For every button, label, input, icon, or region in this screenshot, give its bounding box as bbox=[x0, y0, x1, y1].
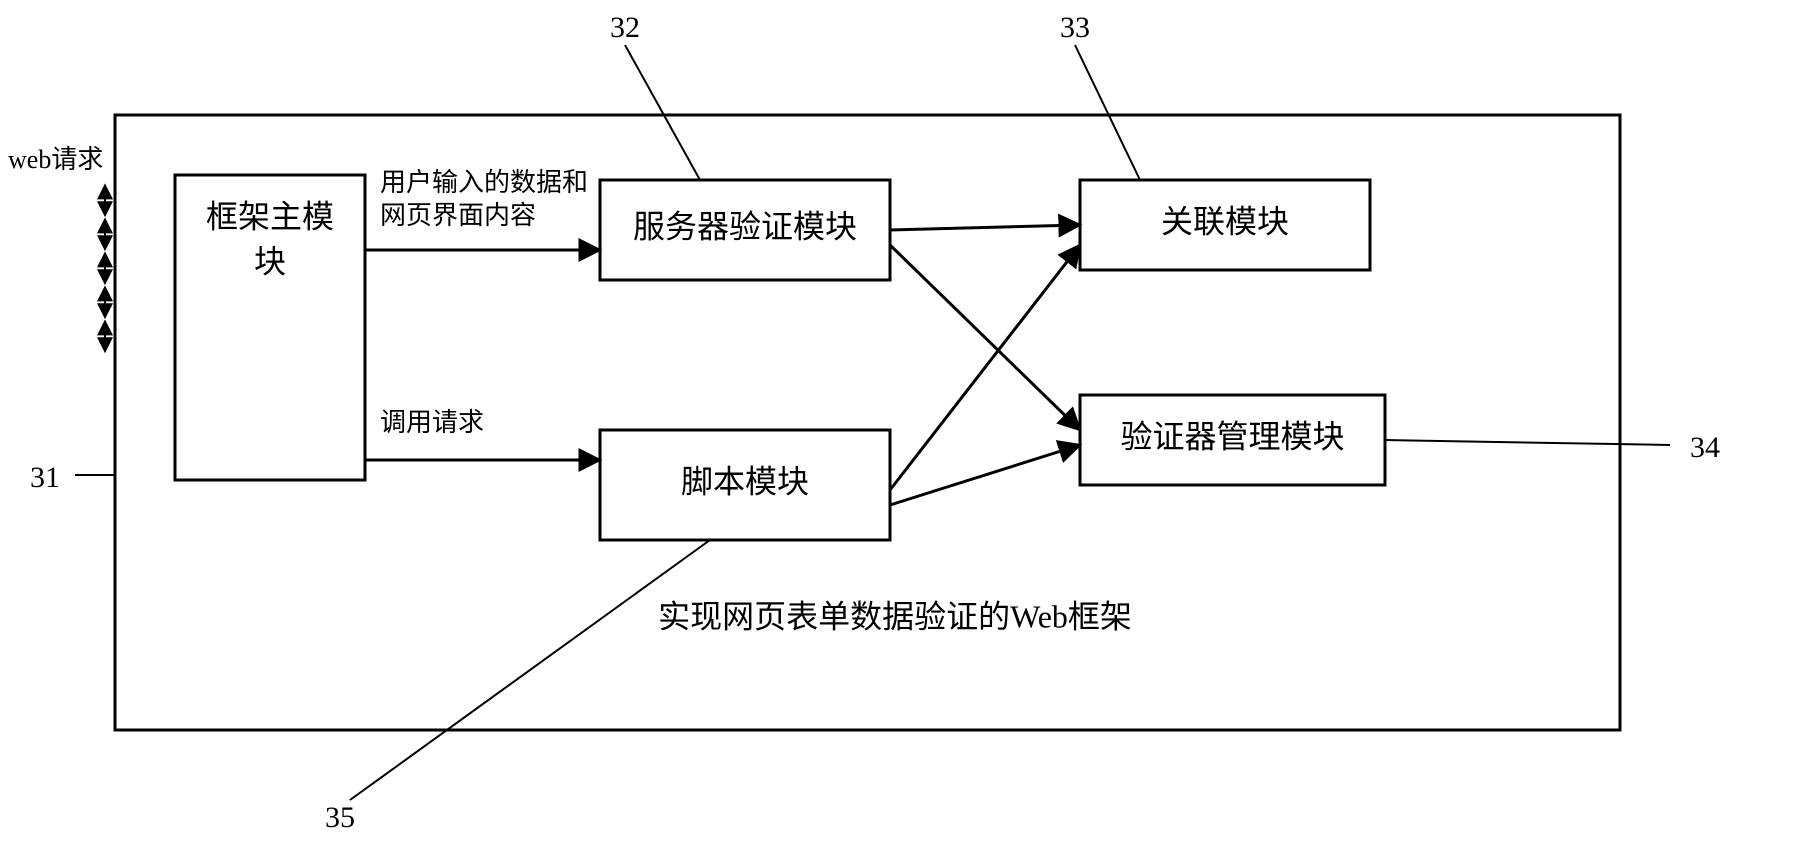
callout-number: 32 bbox=[610, 11, 640, 44]
edge-label-script: 调用请求 bbox=[380, 408, 484, 437]
callout-number: 35 bbox=[325, 801, 355, 834]
edge-label-server-2: 网页界面内容 bbox=[380, 201, 536, 230]
callout-number: 33 bbox=[1060, 11, 1090, 44]
node-main-label: 框架主模 bbox=[206, 198, 334, 234]
node-main-label2: 块 bbox=[254, 243, 286, 279]
web-request-label: web请求 bbox=[8, 145, 103, 174]
node-script-label: 脚本模块 bbox=[681, 463, 809, 499]
node-assoc-label: 关联模块 bbox=[1161, 203, 1289, 239]
node-server-label: 服务器验证模块 bbox=[633, 208, 857, 244]
callout-number: 31 bbox=[30, 461, 60, 494]
caption: 实现网页表单数据验证的Web框架 bbox=[658, 598, 1132, 634]
callout-number: 34 bbox=[1690, 431, 1720, 464]
edge-label-server-1: 用户输入的数据和 bbox=[380, 168, 588, 197]
node-vermgr-label: 验证器管理模块 bbox=[1120, 418, 1344, 454]
